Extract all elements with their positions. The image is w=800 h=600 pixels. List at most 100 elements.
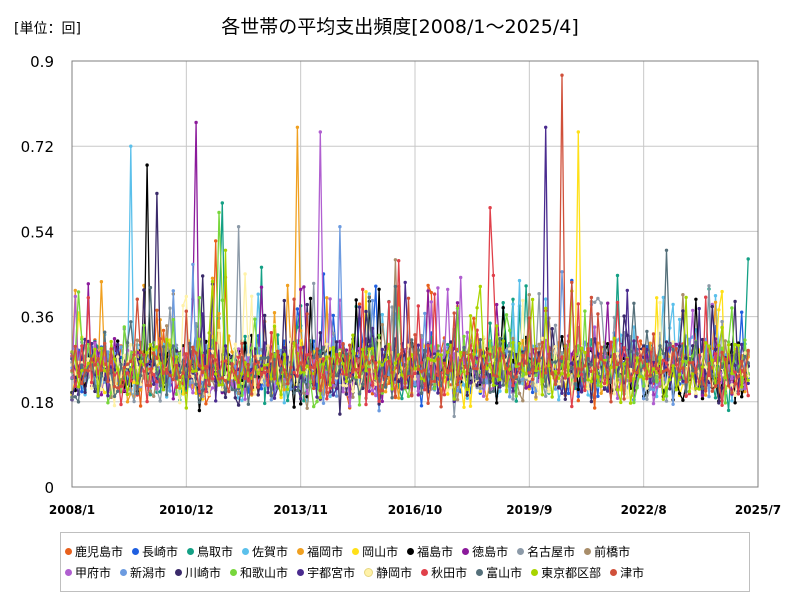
data-point (625, 288, 629, 293)
data-point (148, 342, 153, 347)
data-point (295, 125, 300, 129)
legend-entry: 長崎市 (132, 543, 178, 560)
data-point (599, 384, 603, 388)
data-point (240, 341, 244, 346)
data-point (432, 292, 437, 296)
data-point (465, 396, 469, 400)
data-point (259, 265, 264, 269)
data-point (544, 371, 548, 375)
data-point (622, 346, 626, 350)
data-point (256, 385, 260, 389)
data-point (148, 389, 153, 393)
data-point (325, 397, 329, 401)
x-tick-label: 2010/12 (159, 503, 213, 517)
data-point (691, 308, 695, 313)
data-point (351, 395, 355, 399)
data-point (201, 312, 205, 316)
legend: 鹿児島市 長崎市 鳥取市 佐賀市 福岡市 岡山市 福島市 徳島市 名古屋市 前橋市 甲府市 新潟市 川… (60, 532, 750, 592)
data-point (498, 377, 502, 382)
data-point (99, 280, 104, 284)
data-point (485, 367, 489, 371)
data-point (99, 368, 104, 372)
legend-entry: 甲府市 (65, 564, 111, 581)
data-point (645, 397, 649, 401)
data-point (413, 333, 417, 337)
data-point (589, 295, 594, 300)
data-point (553, 387, 558, 391)
data-point (194, 382, 198, 387)
data-point (720, 289, 724, 294)
legend-entry: 津市 (610, 564, 644, 581)
data-point (344, 352, 349, 356)
data-point (341, 362, 345, 366)
data-point (527, 293, 531, 297)
data-point (743, 351, 747, 355)
data-point (315, 395, 319, 399)
data-point (181, 303, 185, 308)
data-point (351, 389, 355, 393)
data-point (236, 385, 241, 389)
data-point (553, 382, 558, 386)
data-point (704, 389, 708, 393)
data-point (135, 338, 139, 342)
data-point (720, 403, 724, 407)
data-point (517, 341, 522, 346)
data-point (220, 383, 224, 387)
data-point (334, 394, 339, 398)
data-point (553, 360, 558, 364)
data-point (361, 287, 365, 292)
data-point (348, 404, 352, 408)
data-point (661, 397, 665, 401)
data-point (668, 387, 672, 391)
data-point (521, 377, 525, 381)
data-point (508, 371, 512, 376)
data-point (305, 364, 309, 368)
data-point (521, 353, 525, 358)
data-point (191, 374, 195, 378)
data-point (606, 389, 610, 393)
data-point (436, 286, 440, 290)
data-point (465, 350, 469, 354)
data-point (406, 357, 411, 361)
data-point (661, 358, 665, 362)
data-point (579, 390, 584, 394)
data-point (671, 402, 675, 406)
data-point (152, 351, 156, 355)
data-point (416, 389, 420, 393)
data-point (544, 384, 548, 388)
data-point (589, 363, 594, 367)
data-point (109, 347, 113, 351)
data-point (305, 406, 309, 410)
legend-entry: 福島市 (407, 543, 453, 560)
legend-entry: 東京都区部 (531, 564, 601, 581)
data-point (593, 406, 597, 410)
unit-label: [単位：回] (14, 21, 81, 37)
data-point (292, 341, 296, 346)
data-point (635, 386, 639, 390)
data-point (426, 356, 430, 361)
data-point (112, 403, 117, 408)
data-point (161, 388, 166, 392)
data-point (511, 340, 515, 345)
data-point (720, 350, 724, 355)
data-point (465, 387, 469, 392)
data-point (495, 302, 499, 307)
data-point (250, 294, 254, 298)
data-point (521, 399, 525, 403)
data-point (455, 398, 460, 402)
data-point (628, 349, 633, 354)
legend-label: 鹿児島市 (75, 545, 124, 559)
data-point (514, 364, 518, 369)
data-point (534, 383, 538, 387)
data-point (210, 377, 215, 381)
data-point (253, 354, 257, 359)
data-point (534, 373, 538, 378)
data-point (370, 298, 375, 303)
data-point (161, 328, 166, 333)
data-point (73, 288, 78, 293)
legend-label: 川崎市 (185, 566, 222, 580)
data-point (671, 302, 675, 307)
data-point (527, 377, 531, 381)
data-point (642, 347, 646, 351)
data-point (377, 360, 381, 364)
